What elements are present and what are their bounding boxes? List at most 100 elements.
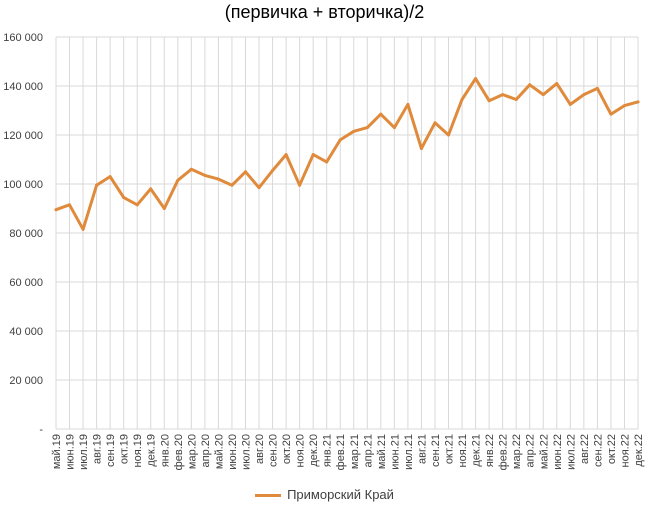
x-tick-label: июл.19 [78,434,90,470]
data-point [54,208,58,212]
data-point [95,183,99,187]
x-tick-label: окт.21 [444,434,456,464]
data-point [149,187,153,191]
x-tick-label: апр.22 [525,434,537,467]
y-tick-label: 20 000 [9,375,43,387]
data-point [447,133,451,137]
x-tick-label: окт.22 [606,434,618,464]
data-point [284,153,288,157]
y-tick-label: 120 000 [3,130,43,142]
data-point [122,195,126,199]
data-point [257,186,261,190]
y-tick-label: 80 000 [9,228,43,240]
x-tick-label: июн.22 [552,434,564,470]
data-point [392,126,396,130]
data-point [352,129,356,133]
y-tick-label: 160 000 [3,32,43,44]
x-tick-label: сен.22 [592,434,604,467]
x-tick-label: авг.20 [254,434,266,464]
x-tick-label: июн.20 [227,434,239,470]
x-tick-label: дек.20 [308,434,320,467]
x-tick-label: ноя.22 [619,434,631,467]
series-lines [54,77,640,231]
data-point [406,102,410,106]
data-point [176,178,180,182]
series-line [54,77,640,231]
x-tick-label: май.22 [538,434,550,469]
data-point [271,169,275,173]
legend-line-swatch [255,494,282,498]
data-point [582,93,586,97]
data-point [135,203,139,207]
data-point [216,177,220,181]
x-axis-tick-labels: май.19 июн.19 июл.19 авг.19 сен.19 окт.19 ноя.… [51,434,645,470]
x-tick-label: янв.21 [322,434,334,467]
x-tick-label: ноя.21 [457,434,469,467]
x-tick-label: июн.19 [65,434,77,470]
x-tick-label: ноя.19 [132,434,144,467]
y-tick-label: 40 000 [9,326,43,338]
data-point [325,160,329,164]
x-tick-label: июл.21 [403,434,415,470]
x-tick-label: янв.20 [159,434,171,467]
x-tick-label: дек.21 [471,434,483,467]
x-tick-label: мар.21 [349,434,361,469]
data-point [338,138,342,142]
x-tick-label: июн.21 [389,434,401,470]
x-tick-label: фев.21 [335,434,347,470]
data-point [595,86,599,90]
x-tick-label: май.21 [376,434,388,469]
data-point [379,112,383,116]
horizontal-gridlines [56,36,638,430]
data-point [514,97,518,101]
data-point [636,100,640,104]
y-axis-tick-labels: - 20 000 40 000 60 000 80 000 100 000 120 000 1… [3,32,43,436]
y-tick-label: - [39,424,43,436]
legend: Приморский Край [0,487,649,502]
data-point [162,207,166,210]
data-point [298,183,302,187]
x-tick-label: фев.20 [173,434,185,470]
data-point [433,121,437,125]
data-point [487,99,491,103]
data-point [108,175,112,179]
x-tick-label: май.19 [51,434,63,469]
x-tick-label: сен.20 [268,434,280,467]
x-tick-label: окт.19 [119,434,131,464]
data-point [460,97,464,101]
x-tick-label: май.20 [213,434,225,469]
x-tick-label: июл.20 [240,434,252,470]
data-point [81,227,85,231]
data-point [365,126,369,130]
x-tick-label: авг.22 [579,434,591,464]
y-tick-label: 60 000 [9,277,43,289]
x-tick-label: апр.21 [362,434,374,467]
data-point [311,153,315,157]
x-tick-label: сен.19 [105,434,117,467]
legend-label: Приморский Край [287,487,394,502]
data-point [419,146,423,150]
y-tick-label: 140 000 [3,81,43,93]
data-point [68,203,72,207]
x-tick-label: янв.22 [484,434,496,467]
x-tick-label: ноя.20 [295,434,307,467]
data-point [189,167,193,171]
x-tick-label: апр.20 [200,434,212,467]
x-tick-label: фев.22 [498,434,510,470]
x-tick-label: дек.19 [146,434,158,467]
y-tick-label: 100 000 [3,179,43,191]
data-point [568,102,572,106]
data-point [528,83,532,87]
data-point [203,173,207,177]
data-point [555,82,559,86]
x-tick-label: июл.22 [565,434,577,470]
x-tick-label: авг.19 [92,434,104,464]
data-point [609,112,613,116]
x-tick-label: мар.22 [511,434,523,469]
data-point [474,77,478,81]
data-point [501,93,505,97]
x-tick-label: мар.20 [186,434,198,469]
data-point [541,93,545,97]
chart-title: (первичка + вторичка)/2 [224,2,425,22]
